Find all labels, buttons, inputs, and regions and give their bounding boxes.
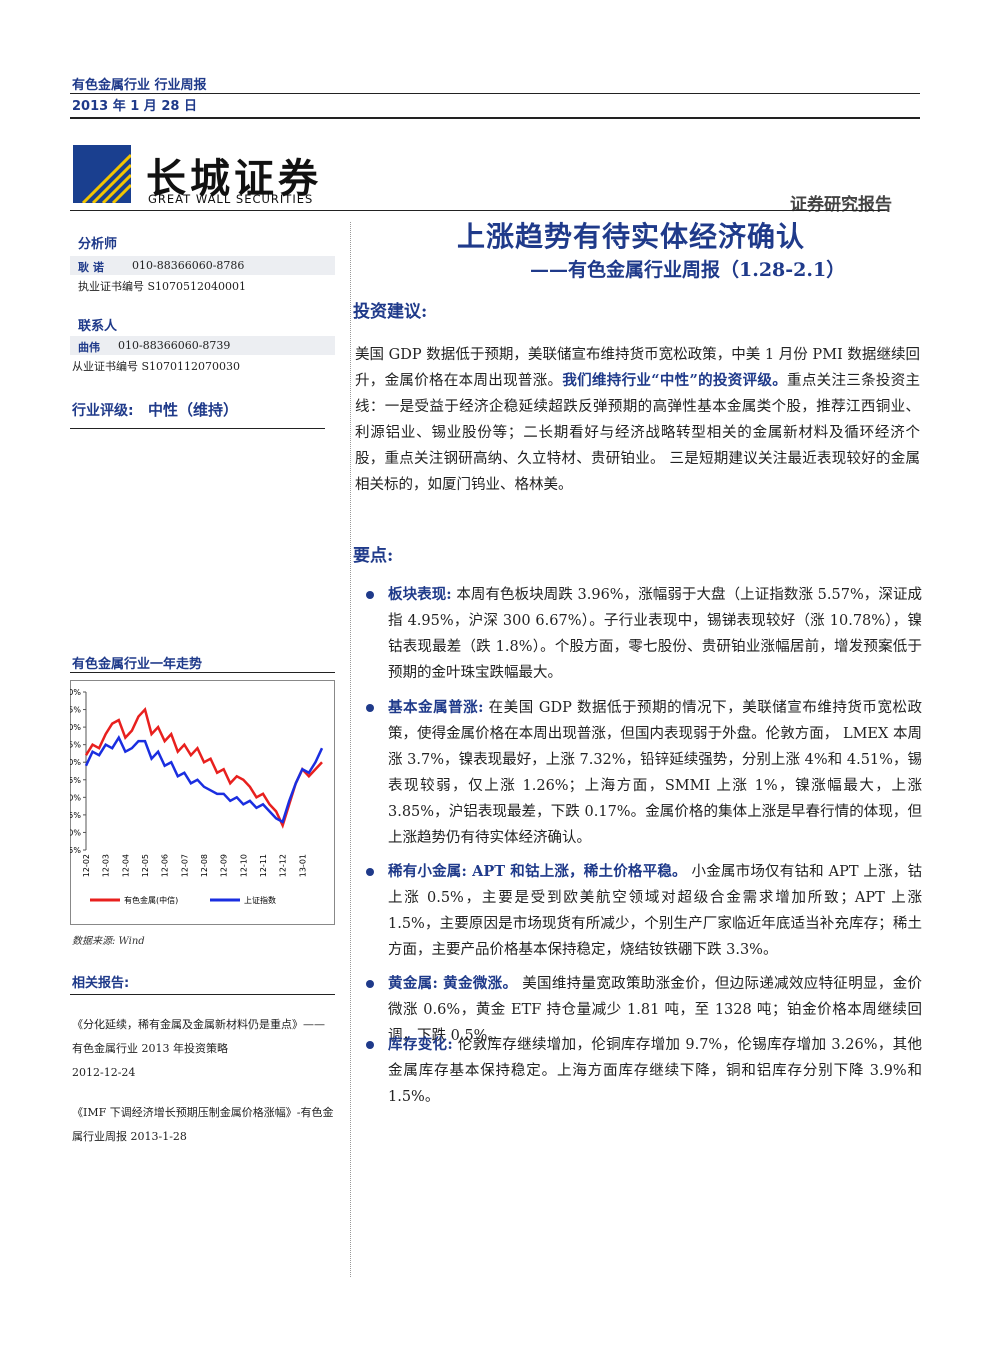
x-tick-label: 12-04 — [121, 854, 130, 877]
point-text: 在美国 GDP 数据低于预期的情况下，美联储宣布维持货币宽松政策，使得金属价格在… — [388, 700, 923, 846]
chart-source: 数据来源: Wind — [72, 936, 145, 947]
series-line — [84, 707, 323, 829]
advice-heading: 投资建议: — [353, 302, 428, 322]
analyst-phone: 010-88366060-8786 — [132, 259, 245, 272]
x-tick-label: 12-03 — [102, 854, 111, 877]
point: 黄金属: 黄金微涨。 美国维持量宽政策助涨金价，但边际递减效应特征明显，金价微涨… — [388, 971, 922, 1049]
related-heading: 相关报告: — [72, 976, 130, 991]
legend-label: 有色金属(中信) — [124, 895, 178, 905]
y-tick-label: -5% — [70, 776, 81, 785]
main-subtitle: ——有色金属行业周报（1.28-2.1） — [530, 259, 846, 281]
point-label: 基本金属普涨: — [388, 699, 484, 716]
y-tick-label: 5% — [70, 741, 81, 750]
x-tick-label: 12-12 — [279, 854, 288, 877]
advice: 美国 GDP 数据低于预期，美联储宣布维持货币宽松政策，中美 1 月份 PMI … — [355, 342, 920, 498]
related-title: 《分化延续，稀有金属及金属新材料仍是重点》——有色金属行业 2013 年投资策略 — [72, 1018, 325, 1055]
x-tick-label: 12-05 — [141, 854, 150, 877]
point-text: 小金属市场仅有钴和 APT 上涨，钴上涨 0.5%，主要是受到欧美航空领域对超级… — [388, 864, 922, 958]
point-label: 板块表现: — [388, 586, 452, 603]
points-heading: 要点: — [353, 546, 394, 566]
analyst-cert: 执业证书编号 S1070512040001 — [78, 280, 247, 293]
x-tick-label: 12-06 — [161, 854, 170, 877]
chart-frame — [70, 680, 335, 925]
row-band — [70, 336, 335, 355]
x-tick-label: 12-10 — [239, 854, 248, 877]
logo-cn: 长城证券 — [146, 155, 322, 202]
rule — [70, 117, 920, 119]
x-tick-label: 12-11 — [259, 854, 268, 877]
y-tick-label: -25% — [70, 846, 81, 855]
rating-label: 行业评级: — [72, 403, 134, 419]
point: 基本金属普涨: 在美国 GDP 数据低于预期的情况下，美联储宣布维持货币宽松政策… — [388, 695, 922, 851]
x-tick-label: 12-02 — [82, 854, 91, 877]
rating: 中性（维持） — [148, 401, 239, 419]
point-text: 美国维持量宽政策助涨金价，但边际递减效应特征明显，金价微涨 0.6%，黄金 ET… — [388, 976, 923, 1044]
contact-cert: 从业证书编号 S1070112070030 — [72, 360, 241, 373]
header-industry: 有色金属行业 行业周报 — [72, 78, 207, 93]
contact-name: 曲伟 — [78, 341, 100, 354]
chart-title: 有色金属行业一年走势 — [72, 657, 203, 672]
y-tick-label: 0% — [70, 758, 81, 767]
point: 板块表现: 本周有色板块周跌 3.96%，涨幅弱于大盘（上证指数涨 5.57%，… — [388, 582, 922, 686]
bullet — [366, 1041, 374, 1049]
point-label: 库存变化: — [388, 1036, 453, 1053]
bullet — [366, 704, 374, 712]
logo-mark — [73, 145, 131, 203]
chart: 20% 15% 10% 5% 0% -5% -10% -15% -20% -25%12-02 12-… — [70, 680, 335, 925]
analyst-name: 耿 诺 — [78, 261, 104, 274]
point: 稀有小金属: APT 和钴上涨，稀土价格平稳。 小金属市场仅有钴和 APT 上涨… — [388, 859, 922, 963]
advice-text: 重点关注三条投资主线：一是受益于经济企稳延续超跌反弹预期的高弹性基本金属类个股，… — [355, 373, 921, 493]
y-tick-label: 15% — [70, 706, 81, 715]
related-item: 《IMF 下调经济增长预期压制金属价格涨幅》-有色金属行业周报 2013-1-2… — [72, 1101, 334, 1149]
bullet — [366, 868, 374, 876]
related-item: 《分化延续，稀有金属及金属新材料仍是重点》——有色金属行业 2013 年投资策略… — [72, 1013, 334, 1085]
y-tick-label: -20% — [70, 828, 81, 837]
contact-phone: 010-88366060-8739 — [118, 339, 231, 352]
series-line — [84, 735, 324, 824]
point-label: 黄金属: 黄金微涨。 — [388, 975, 518, 992]
y-tick-label: -10% — [70, 793, 81, 802]
y-tick-label: -15% — [70, 811, 81, 820]
point-text: 伦敦库存继续增加，伦铜库存增加 9.7%，伦锡库存增加 3.26%，其他金属库存… — [388, 1037, 923, 1105]
divider — [350, 222, 351, 1277]
y-tick-label: 20% — [70, 688, 81, 697]
x-tick-label: 12-08 — [200, 854, 209, 877]
advice-emphasis: 我们维持行业“中性”的投资评级。 — [562, 372, 788, 389]
rule — [70, 994, 335, 995]
rule — [70, 93, 920, 94]
rule — [70, 672, 335, 673]
logo-en: GREAT WALL SECURITIES — [148, 192, 314, 206]
legend-label: 上证指数 — [244, 895, 276, 905]
bullet — [366, 980, 374, 988]
contact-heading: 联系人 — [78, 319, 118, 334]
point: 库存变化: 伦敦库存继续增加，伦铜库存增加 9.7%，伦锡库存增加 3.26%，… — [388, 1032, 922, 1110]
x-tick-label: 12-07 — [180, 854, 189, 877]
header-date: 2013 年 1 月 28 日 — [72, 99, 197, 114]
y-tick-label: 10% — [70, 723, 81, 732]
main-title: 上涨趋势有待实体经济确认 — [457, 220, 806, 253]
bullet — [366, 591, 374, 599]
x-tick-label: 12-09 — [220, 854, 229, 877]
report-type: 证券研究报告 — [790, 195, 892, 215]
advice-text: 美国 GDP 数据低于预期，美联储宣布维持货币宽松政策，中美 1 月份 PMI … — [355, 347, 920, 389]
rule — [70, 428, 325, 429]
analyst-heading: 分析师 — [78, 237, 118, 252]
related-date: 2012-12-24 — [72, 1066, 136, 1079]
point-label: 稀有小金属: APT 和钴上涨，稀土价格平稳。 — [388, 863, 687, 880]
related-title: 《IMF 下调经济增长预期压制金属价格涨幅》-有色金属行业周报 2013-1-2… — [72, 1106, 334, 1143]
x-tick-label: 13-01 — [298, 854, 307, 877]
rule — [70, 210, 885, 211]
point-text: 本周有色板块周跌 3.96%，涨幅弱于大盘（上证指数涨 5.57%，深证成指 4… — [388, 587, 923, 681]
row-band — [70, 256, 335, 275]
